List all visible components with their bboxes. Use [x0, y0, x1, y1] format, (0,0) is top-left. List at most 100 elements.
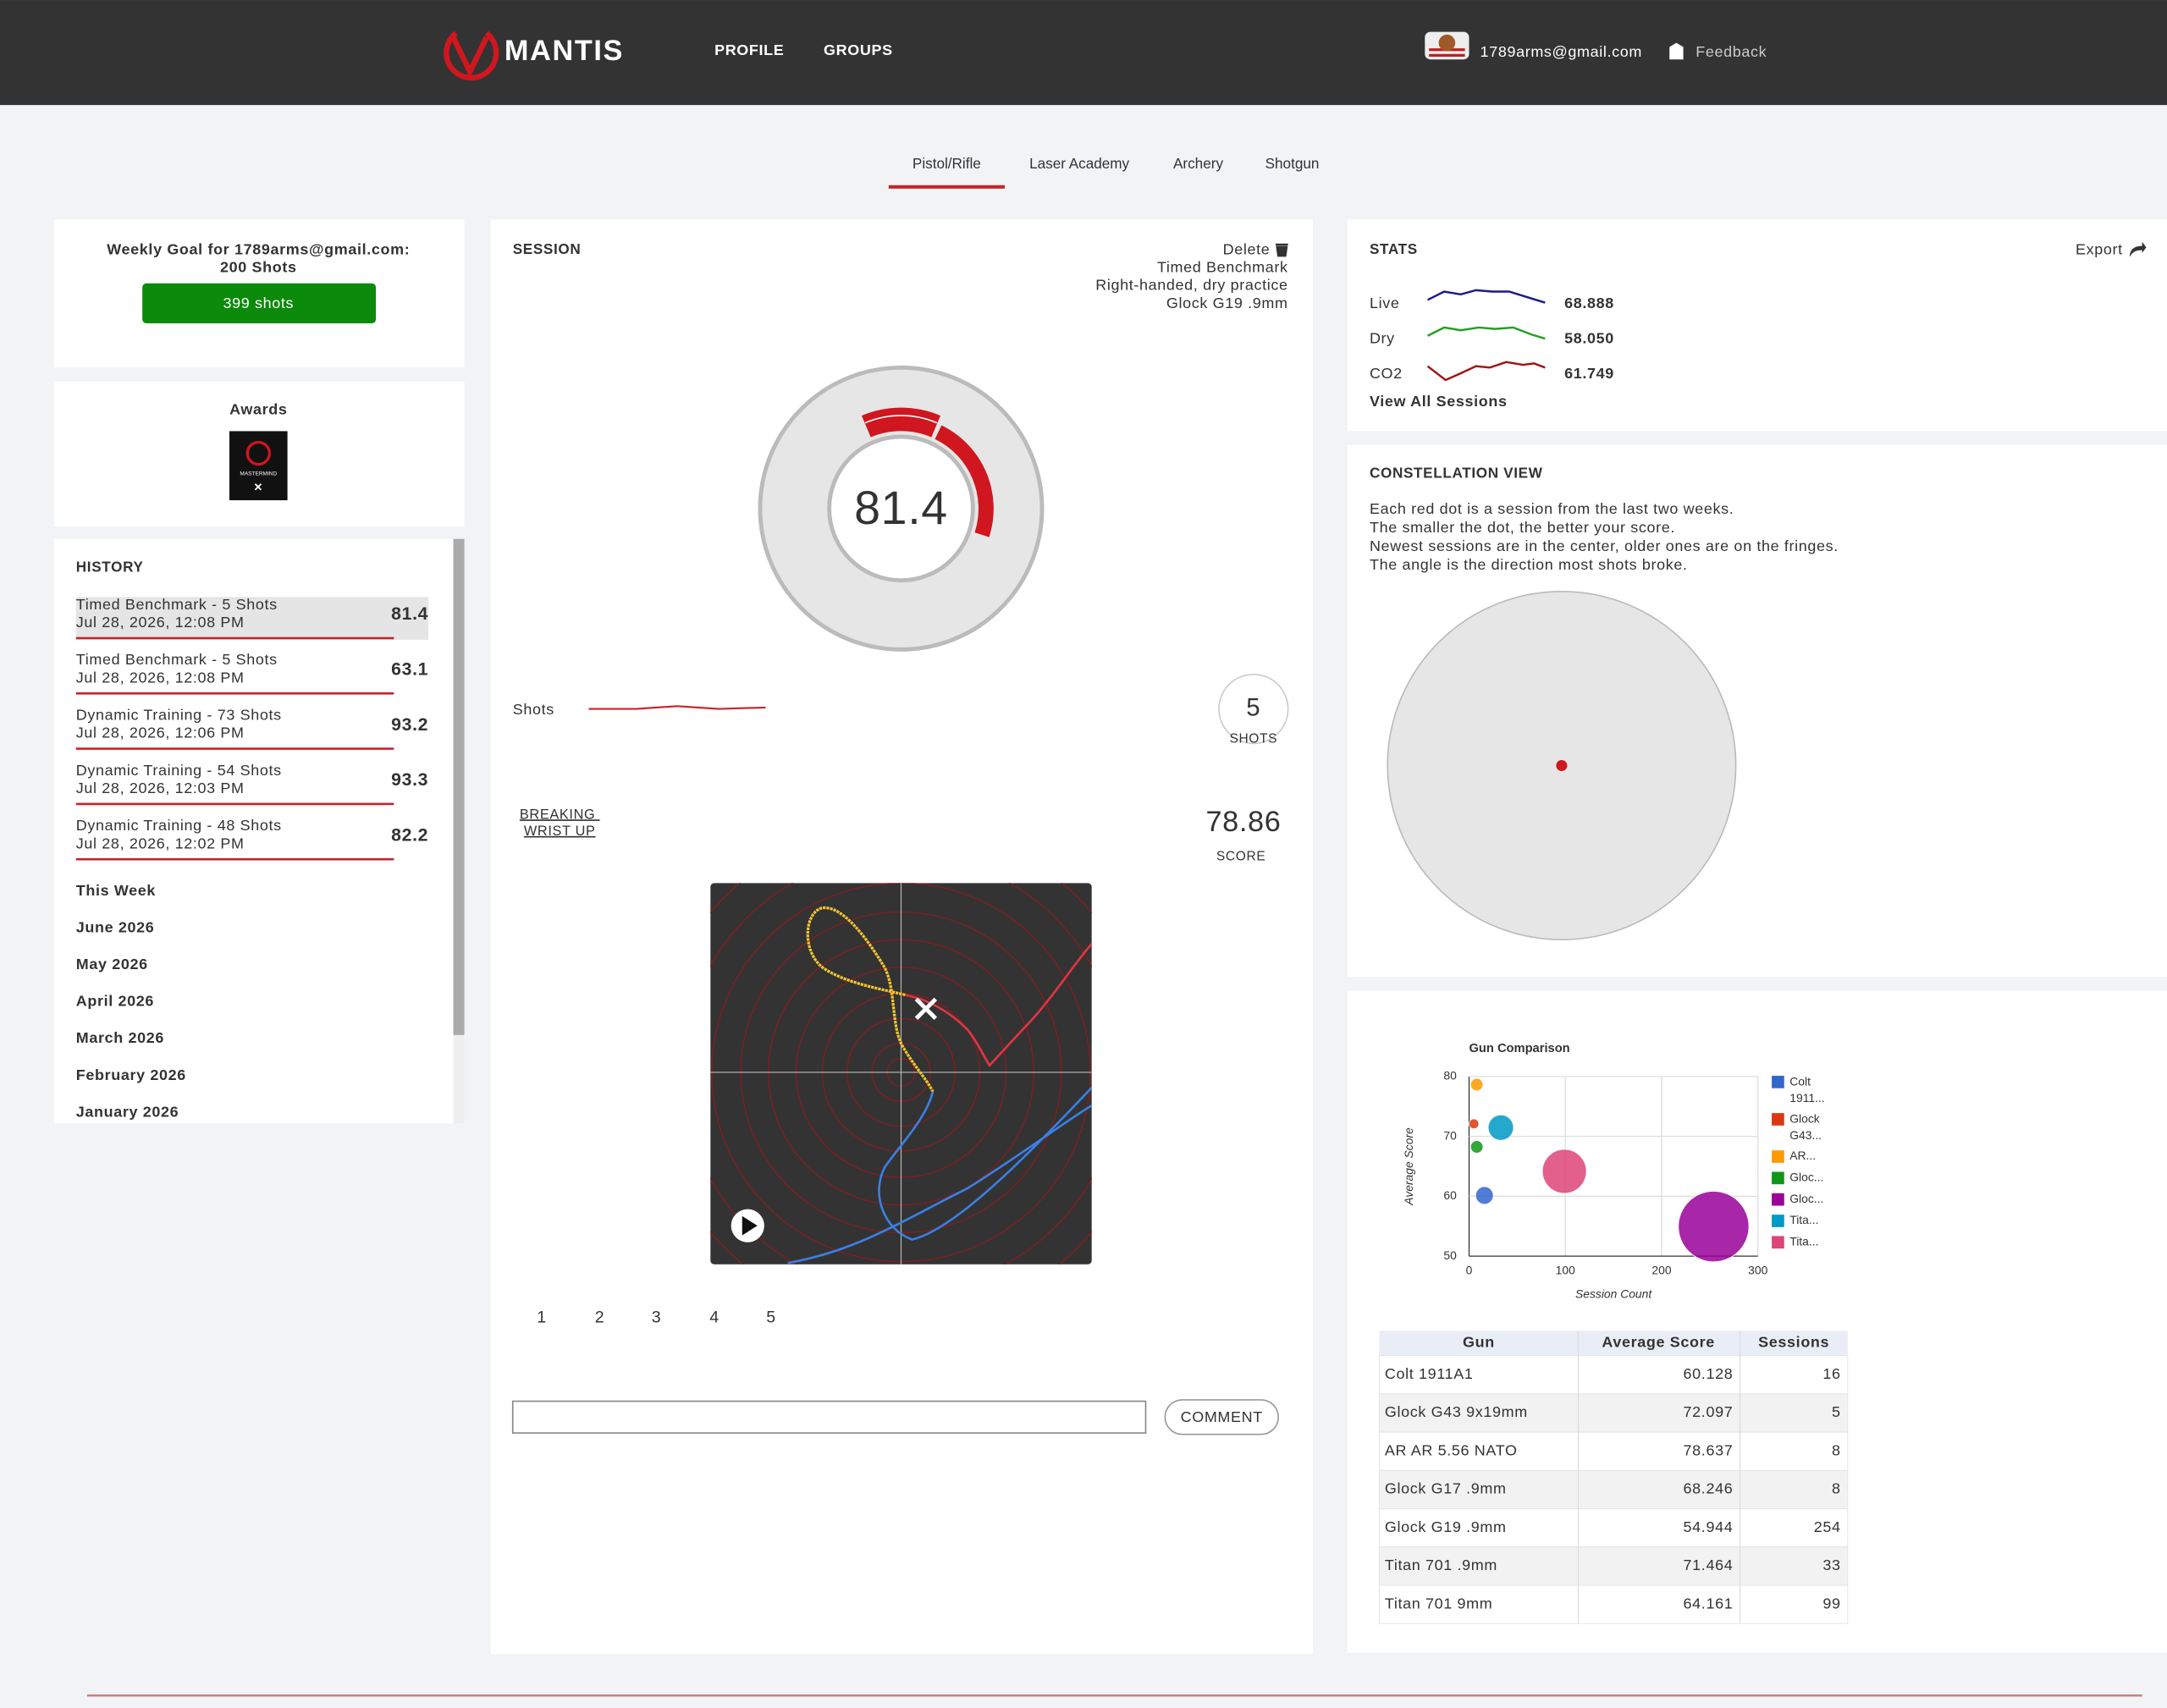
table-header[interactable]: Average Score	[1602, 1334, 1714, 1351]
history-session-date[interactable]: Jul 28, 2026, 12:08 PM	[76, 614, 245, 631]
shot-tab[interactable]: 4	[709, 1309, 720, 1327]
export-icon[interactable]	[2129, 241, 2147, 257]
feedback-icon[interactable]	[1669, 42, 1684, 60]
stats-title: STATS	[1370, 240, 1418, 257]
stat-value: 58.050	[1564, 330, 1614, 347]
legend-label[interactable]: AR...	[1789, 1149, 1816, 1162]
gauge-arc	[935, 425, 994, 537]
stat-name: Dry	[1370, 330, 1395, 347]
legend-swatch	[1772, 1215, 1784, 1227]
history-session-name[interactable]: Dynamic Training - 73 Shots	[76, 706, 282, 723]
shot-tab[interactable]: 1	[537, 1309, 547, 1327]
legend-label[interactable]: Tita...	[1789, 1213, 1818, 1226]
y-axis-label: Average Score	[1402, 1127, 1415, 1206]
history-session-name[interactable]: Timed Benchmark - 5 Shots	[76, 596, 278, 613]
tab[interactable]: Laser Academy	[1029, 155, 1129, 172]
history-session-name[interactable]: Timed Benchmark - 5 Shots	[76, 651, 278, 668]
bubble[interactable]	[1475, 1186, 1494, 1205]
history-session-name[interactable]: Dynamic Training - 54 Shots	[76, 762, 282, 779]
shots-sparkline	[588, 705, 766, 710]
nav-profile[interactable]: PROFILE	[714, 41, 784, 58]
feedback-link[interactable]: Feedback	[1696, 43, 1767, 60]
shot-tab[interactable]: 3	[652, 1309, 662, 1327]
legend-label[interactable]: Gloc...	[1789, 1192, 1823, 1205]
goal-title: Weekly Goal for 1789arms@gmail.com:	[107, 240, 410, 257]
history-period[interactable]: May 2026	[76, 956, 148, 972]
user-email[interactable]: 1789arms@gmail.com	[1481, 43, 1642, 60]
history-session-name[interactable]: Dynamic Training - 48 Shots	[76, 817, 282, 834]
bubble[interactable]	[1541, 1149, 1587, 1194]
stat-value: 61.749	[1564, 365, 1614, 382]
bubble[interactable]	[1469, 1140, 1484, 1154]
trash-icon[interactable]	[1275, 243, 1288, 257]
comment-input[interactable]	[511, 1400, 1147, 1434]
stats-rows: Live 68.888 Dry 58.050 CO2 61.749	[1370, 289, 1614, 382]
export-link[interactable]: Export	[2076, 240, 2123, 257]
goal-progress-bar	[142, 283, 377, 324]
history-session-date[interactable]: Jul 28, 2026, 12:02 PM	[76, 835, 245, 851]
constellation-dot[interactable]	[1556, 759, 1568, 772]
history-session-score: 93.3	[391, 770, 428, 790]
y-tick-label: 80	[1443, 1069, 1457, 1083]
table-cell: Titan 701 9mm	[1385, 1595, 1492, 1612]
view-all-link[interactable]: View All Sessions	[1370, 393, 1508, 410]
session-score: 81.4	[854, 482, 948, 534]
stat-sparkline	[1426, 361, 1546, 382]
tab[interactable]: Archery	[1173, 155, 1223, 172]
legend-label[interactable]: Gloc...	[1789, 1171, 1823, 1184]
gun-chart: Gun Comparison 0 100 200 300 50 60 70 80 Session …	[1402, 1042, 1825, 1300]
legend-label[interactable]: Glock G43...	[1789, 1111, 1822, 1142]
gun-table: Gun Average Score Sessions Colt 1911A1 60.12…	[1378, 1331, 1849, 1624]
history-period[interactable]: January 2026	[76, 1103, 179, 1120]
comment-button-label[interactable]: COMMENT	[1181, 1408, 1263, 1425]
x-axis-label: Session Count	[1575, 1287, 1652, 1300]
bubble[interactable]	[1678, 1191, 1750, 1263]
badge-icon	[245, 440, 271, 466]
gauge-arc	[861, 407, 941, 438]
bubble[interactable]	[1469, 1077, 1484, 1092]
tab[interactable]: Pistol/Rifle	[913, 155, 981, 172]
legend-label[interactable]: Colt 1911...	[1789, 1074, 1824, 1105]
history-period[interactable]: June 2026	[76, 918, 155, 935]
logo-text[interactable]: MANTIS	[505, 35, 624, 67]
logo-mark[interactable]	[444, 30, 499, 81]
history-session-date[interactable]: Jul 28, 2026, 12:08 PM	[76, 669, 245, 686]
table-cell: 71.464	[1684, 1556, 1734, 1573]
table-header-bg	[1379, 1331, 1848, 1356]
table-header[interactable]: Gun	[1463, 1334, 1495, 1351]
history-period[interactable]: February 2026	[76, 1066, 186, 1083]
history-session-score: 82.2	[391, 825, 428, 845]
description-line: The smaller the dot, the better your sco…	[1370, 519, 1675, 536]
avatar[interactable]	[1425, 31, 1469, 60]
scroll-thumb[interactable]	[453, 538, 465, 1035]
top-bar	[0, 0, 2167, 106]
session-setup: Right-handed, dry practice	[1095, 277, 1288, 294]
table-row	[1378, 1355, 1849, 1395]
comment-button[interactable]	[1164, 1399, 1280, 1435]
history-period[interactable]: April 2026	[76, 993, 154, 1010]
description-line: The angle is the direction most shots br…	[1370, 556, 1688, 573]
awards-title: Awards	[229, 401, 287, 418]
table-cell: 68.246	[1684, 1480, 1734, 1497]
nav-groups[interactable]: GROUPS	[824, 41, 893, 58]
shot-analysis[interactable]: BREAKING WRIST UP	[520, 807, 600, 840]
tab[interactable]: Shotgun	[1265, 155, 1320, 172]
description-line: Each red dot is a session from the last …	[1370, 500, 1734, 517]
delete-link[interactable]: Delete	[1223, 240, 1271, 257]
shot-tab[interactable]: 2	[595, 1309, 605, 1327]
table-header[interactable]: Sessions	[1758, 1334, 1829, 1351]
bubble[interactable]	[1487, 1114, 1514, 1141]
bubble[interactable]	[1468, 1118, 1480, 1130]
session-drill: Timed Benchmark	[1157, 258, 1288, 275]
history-period[interactable]: This Week	[76, 882, 156, 899]
legend-label[interactable]: Tita...	[1789, 1234, 1818, 1248]
constellation-title: CONSTELLATION VIEW	[1370, 465, 1543, 482]
history-period[interactable]: March 2026	[76, 1029, 164, 1046]
stat-name: CO2	[1370, 365, 1403, 382]
shot-tab[interactable]: 5	[766, 1309, 776, 1327]
legend-swatch	[1772, 1076, 1784, 1088]
history-session-date[interactable]: Jul 28, 2026, 12:03 PM	[76, 780, 245, 796]
table-cell: 60.128	[1684, 1365, 1734, 1382]
history-session-date[interactable]: Jul 28, 2026, 12:06 PM	[76, 725, 245, 741]
